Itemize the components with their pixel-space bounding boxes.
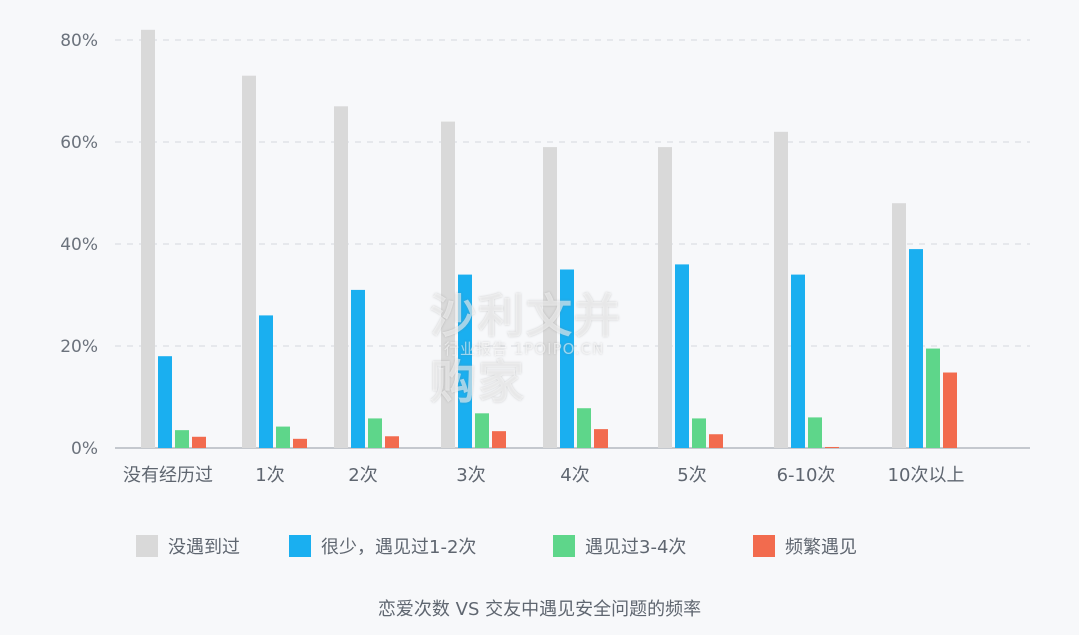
legend-label-rare: 很少，遇见过1-2次 xyxy=(321,537,477,558)
bar-2-8 xyxy=(909,249,923,448)
bar-4-2 xyxy=(293,438,307,448)
bar-1-6 xyxy=(658,147,672,448)
bar-4-3 xyxy=(385,436,399,448)
y-tick-label: 80% xyxy=(60,31,98,51)
y-tick-label: 0% xyxy=(71,439,98,459)
x-tick-label: 2次 xyxy=(348,465,377,486)
bar-2-6 xyxy=(675,264,689,448)
legend-label-some: 遇见过3-4次 xyxy=(585,537,687,558)
legend-swatch-rare xyxy=(289,535,311,557)
bar-1-4 xyxy=(441,121,455,448)
bar-3-5 xyxy=(577,408,591,448)
y-tick-label: 40% xyxy=(60,235,98,255)
bar-4-4 xyxy=(492,431,506,448)
bar-2-5 xyxy=(560,269,574,448)
bar-4-1 xyxy=(192,436,206,448)
legend-label-frequent: 频繁遇见 xyxy=(785,537,857,558)
legend-swatch-none xyxy=(136,535,158,557)
x-tick-label: 没有经历过 xyxy=(123,465,213,486)
bar-4-7 xyxy=(825,446,839,448)
bar-3-2 xyxy=(276,426,290,448)
x-tick-label: 6-10次 xyxy=(777,465,836,486)
chart-caption: 恋爱次数 VS 交友中遇见安全问题的频率 xyxy=(377,599,702,620)
bar-3-3 xyxy=(368,418,382,448)
chart-legend: 没遇到过 很少，遇见过1-2次 遇见过3-4次 频繁遇见 xyxy=(136,533,857,559)
bar-3-7 xyxy=(808,417,822,448)
legend-swatch-some xyxy=(553,535,575,557)
x-tick-label: 10次以上 xyxy=(888,465,965,486)
y-tick-label: 60% xyxy=(60,133,98,153)
bar-1-7 xyxy=(774,131,788,449)
x-tick-label: 4次 xyxy=(560,465,589,486)
bar-1-5 xyxy=(543,147,557,448)
bar-3-6 xyxy=(692,418,706,448)
bar-3-1 xyxy=(175,430,189,448)
bar-1-8 xyxy=(892,203,906,448)
bar-2-7 xyxy=(791,274,805,448)
bar-2-1 xyxy=(158,356,172,448)
y-tick-label: 20% xyxy=(60,337,98,357)
legend-label-none: 没遇到过 xyxy=(168,537,240,558)
bar-2-2 xyxy=(259,315,273,448)
x-tick-label: 3次 xyxy=(456,465,485,486)
bar-4-5 xyxy=(594,429,608,448)
legend-item-none: 没遇到过 xyxy=(136,533,289,559)
bar-4-8 xyxy=(943,372,957,448)
bar-1-3 xyxy=(334,106,348,449)
bar-3-8 xyxy=(926,348,940,448)
legend-item-rare: 很少，遇见过1-2次 xyxy=(289,533,553,559)
bar-1-1 xyxy=(141,29,155,449)
bar-1-2 xyxy=(242,75,256,448)
x-tick-label: 5次 xyxy=(677,465,706,486)
bar-4-6 xyxy=(709,434,723,448)
x-tick-label: 1次 xyxy=(255,465,284,486)
bar-3-4 xyxy=(475,413,489,448)
legend-item-frequent: 频繁遇见 xyxy=(753,533,857,559)
bar-2-4 xyxy=(458,274,472,448)
legend-swatch-frequent xyxy=(753,535,775,557)
legend-item-some: 遇见过3-4次 xyxy=(553,533,753,559)
bar-2-3 xyxy=(351,289,365,448)
